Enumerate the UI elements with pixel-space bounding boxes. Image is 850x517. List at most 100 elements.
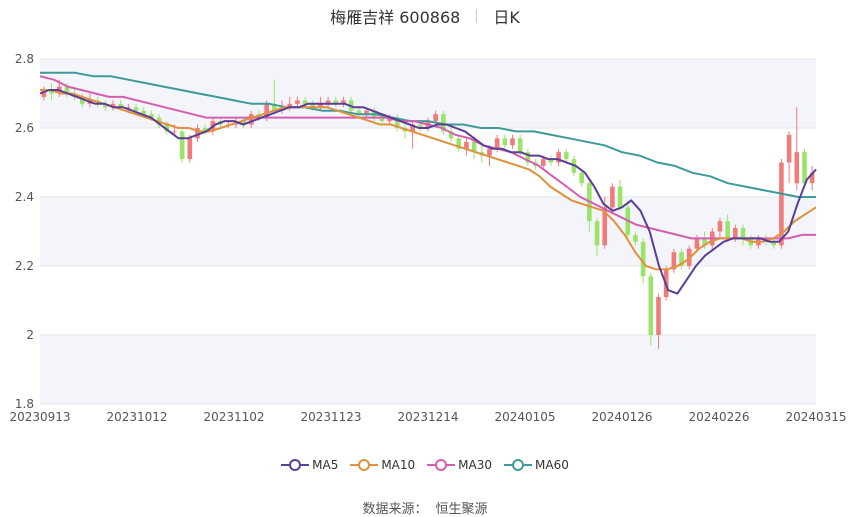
candle-body [448, 131, 454, 139]
candle-body [341, 100, 346, 104]
candle-body [502, 138, 508, 146]
y-tick-label: 2.6 [15, 121, 34, 135]
candle-body [179, 131, 185, 160]
ma30-line [39, 75, 816, 240]
candle-body [617, 186, 623, 208]
legend-item-ma5[interactable]: MA5 [281, 457, 338, 472]
candle-body [494, 138, 500, 149]
candle-body [671, 252, 677, 270]
y-tick-label: 2.2 [15, 259, 34, 273]
candle-body [640, 241, 646, 277]
candle-body [525, 152, 531, 163]
ma5-line [39, 89, 817, 295]
grid-band [40, 197, 816, 266]
candle-body [540, 159, 546, 166]
candle-body [733, 228, 738, 239]
candle-body [49, 90, 54, 94]
candle-body [610, 186, 615, 208]
candle-body [548, 159, 554, 163]
candle-body [356, 110, 362, 115]
legend-label: MA5 [312, 457, 339, 472]
legend-marker-icon [281, 458, 310, 471]
candle-body [310, 103, 316, 108]
x-tick-label: 20240226 [688, 410, 749, 424]
candle-body [517, 138, 523, 153]
candle-body [325, 100, 331, 104]
candle-body [333, 100, 339, 104]
candle-body [633, 234, 638, 242]
candle-body [394, 117, 400, 128]
candle-body [410, 124, 415, 132]
grid-band [40, 59, 816, 128]
title-separator [476, 9, 478, 23]
candle-body [110, 103, 116, 108]
candle-body [717, 221, 723, 232]
candle-body [456, 138, 462, 149]
x-tick-label: 20240315 [785, 410, 846, 424]
candle-body [248, 114, 254, 125]
y-tick-label: 2.8 [15, 52, 34, 66]
candle-body [126, 107, 131, 109]
y-tick-label: 2 [26, 328, 34, 342]
candle-body [41, 90, 47, 97]
candle-body [172, 131, 177, 133]
candle-body [364, 110, 369, 115]
candle-body [241, 121, 246, 125]
candle-body [103, 103, 108, 108]
candle-body [433, 114, 438, 122]
legend-label: MA10 [381, 457, 416, 472]
legend-item-ma60[interactable]: MA60 [504, 457, 569, 472]
candle-body [771, 241, 777, 246]
candle-body [725, 221, 730, 239]
candle-body [809, 172, 815, 184]
legend-marker-icon [427, 458, 456, 471]
x-tick-label: 20230913 [9, 410, 70, 424]
x-tick-label: 20231102 [203, 410, 264, 424]
candle-body [302, 100, 308, 104]
legend-marker-icon [350, 458, 379, 471]
legend: MA5 MA10 MA30 MA60 [0, 457, 850, 472]
source-provider: 恒生聚源 [435, 502, 488, 517]
candle-body [164, 124, 170, 132]
source-label: 数据来源： [362, 502, 428, 517]
candle-body [133, 107, 139, 111]
candle-body [141, 110, 147, 115]
candle-body [594, 221, 600, 246]
candle-body [579, 172, 584, 184]
candle-body [656, 297, 661, 335]
candle-body [287, 103, 293, 108]
legend-label: MA30 [458, 457, 493, 472]
legend-label: MA60 [535, 457, 569, 472]
candle-body [679, 252, 684, 266]
candle-body [802, 152, 807, 184]
x-tick-label: 20231012 [106, 410, 167, 424]
candle-body [694, 238, 700, 249]
candle-body [272, 103, 277, 111]
chart-title: 梅雁吉祥 600868 日K [0, 4, 850, 28]
candle-body [702, 238, 707, 246]
candle-body [187, 138, 193, 160]
grid-band [40, 335, 816, 404]
candle-body [441, 114, 446, 132]
candle-body [195, 128, 200, 139]
candle-body [418, 124, 423, 128]
x-tick-label: 20231214 [397, 410, 458, 424]
candle-body [264, 103, 269, 118]
stock-name: 梅雁吉祥 600868 [330, 8, 461, 27]
candle-body [563, 152, 569, 160]
candle-body [379, 117, 385, 122]
legend-item-ma10[interactable]: MA10 [350, 457, 415, 472]
candle-body [118, 103, 123, 108]
candle-body [794, 152, 800, 184]
candle-body [487, 148, 492, 156]
y-tick-label: 2.4 [15, 190, 34, 204]
period-label: 日K [493, 8, 520, 27]
candle-body [786, 134, 792, 163]
legend-marker-icon [504, 458, 533, 471]
legend-item-ma30[interactable]: MA30 [427, 457, 492, 472]
candle-body [556, 152, 561, 163]
candle-body [295, 100, 300, 104]
ma60-line [40, 71, 816, 198]
x-tick-label: 20240126 [591, 410, 652, 424]
candle-body [202, 128, 208, 132]
